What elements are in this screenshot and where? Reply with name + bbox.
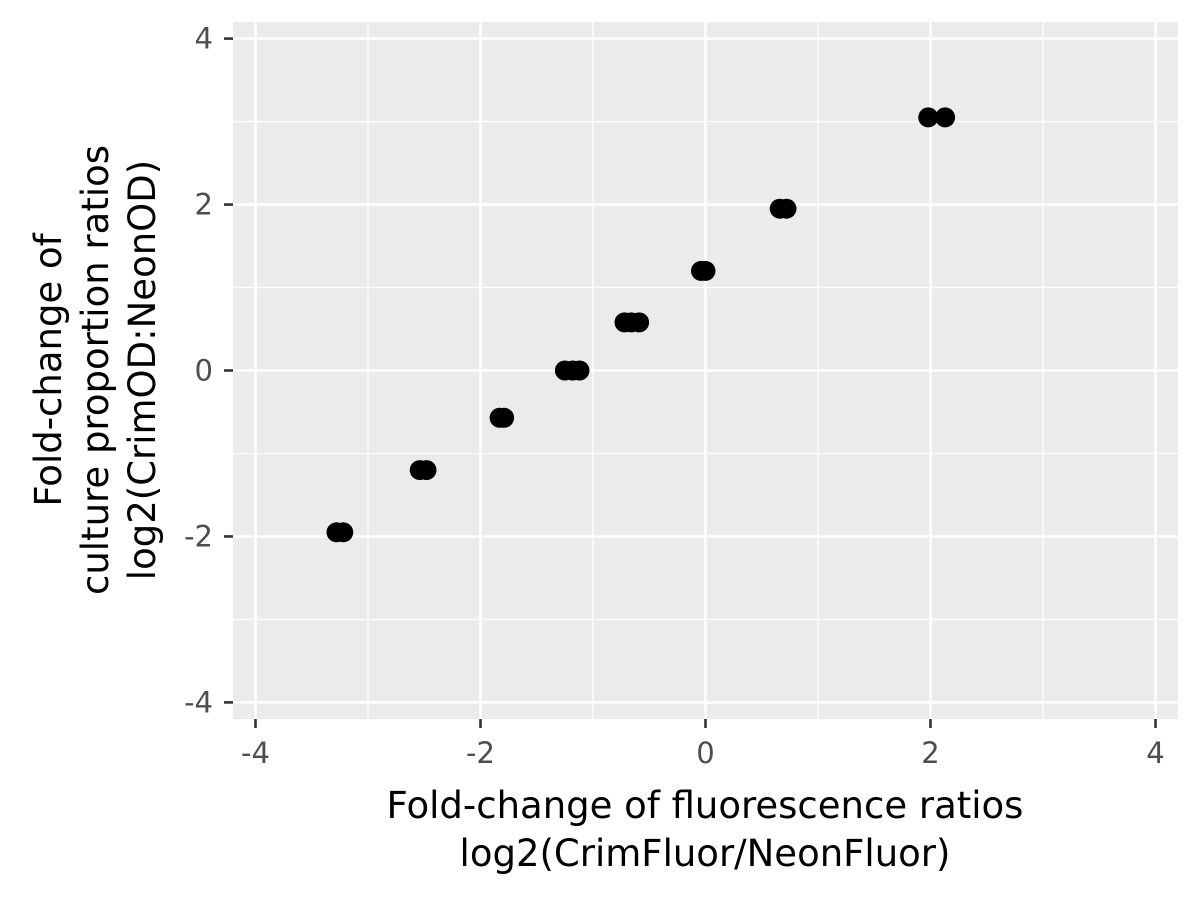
x-tick-label: 2 xyxy=(921,736,939,770)
y-axis-title-line-2: culture proportion ratios xyxy=(74,145,117,595)
data-point xyxy=(918,107,939,128)
data-point xyxy=(333,522,354,543)
y-axis-title-line-1: Fold-change of xyxy=(27,232,70,506)
y-axis-ticks: -4 -2 0 2 4 xyxy=(184,22,233,719)
data-point xyxy=(494,407,515,428)
data-point xyxy=(416,460,437,481)
x-axis-ticks: -4 -2 0 2 4 xyxy=(241,719,1165,770)
x-tick-label: -4 xyxy=(241,736,270,770)
x-axis-title-line-2: log2(CrimFluor/NeonFluor) xyxy=(460,832,951,875)
data-point xyxy=(776,198,797,219)
data-point xyxy=(935,107,956,128)
x-axis-title-line-1: Fold-change of fluorescence ratios xyxy=(387,784,1024,827)
data-point xyxy=(629,312,650,333)
x-tick-label: 0 xyxy=(696,736,714,770)
y-tick-label: -4 xyxy=(184,685,213,719)
x-tick-label: 4 xyxy=(1146,736,1164,770)
y-tick-label: 2 xyxy=(195,188,213,222)
x-tick-label: -2 xyxy=(466,736,495,770)
y-axis-title-line-3: log2(CrimOD:NeonOD) xyxy=(121,160,164,580)
y-tick-label: 4 xyxy=(195,22,213,56)
data-point xyxy=(695,260,716,281)
y-tick-label: 0 xyxy=(195,354,213,388)
data-points xyxy=(326,107,956,543)
y-tick-label: -2 xyxy=(184,519,213,553)
major-gridlines xyxy=(233,22,1178,719)
data-point xyxy=(569,360,590,381)
